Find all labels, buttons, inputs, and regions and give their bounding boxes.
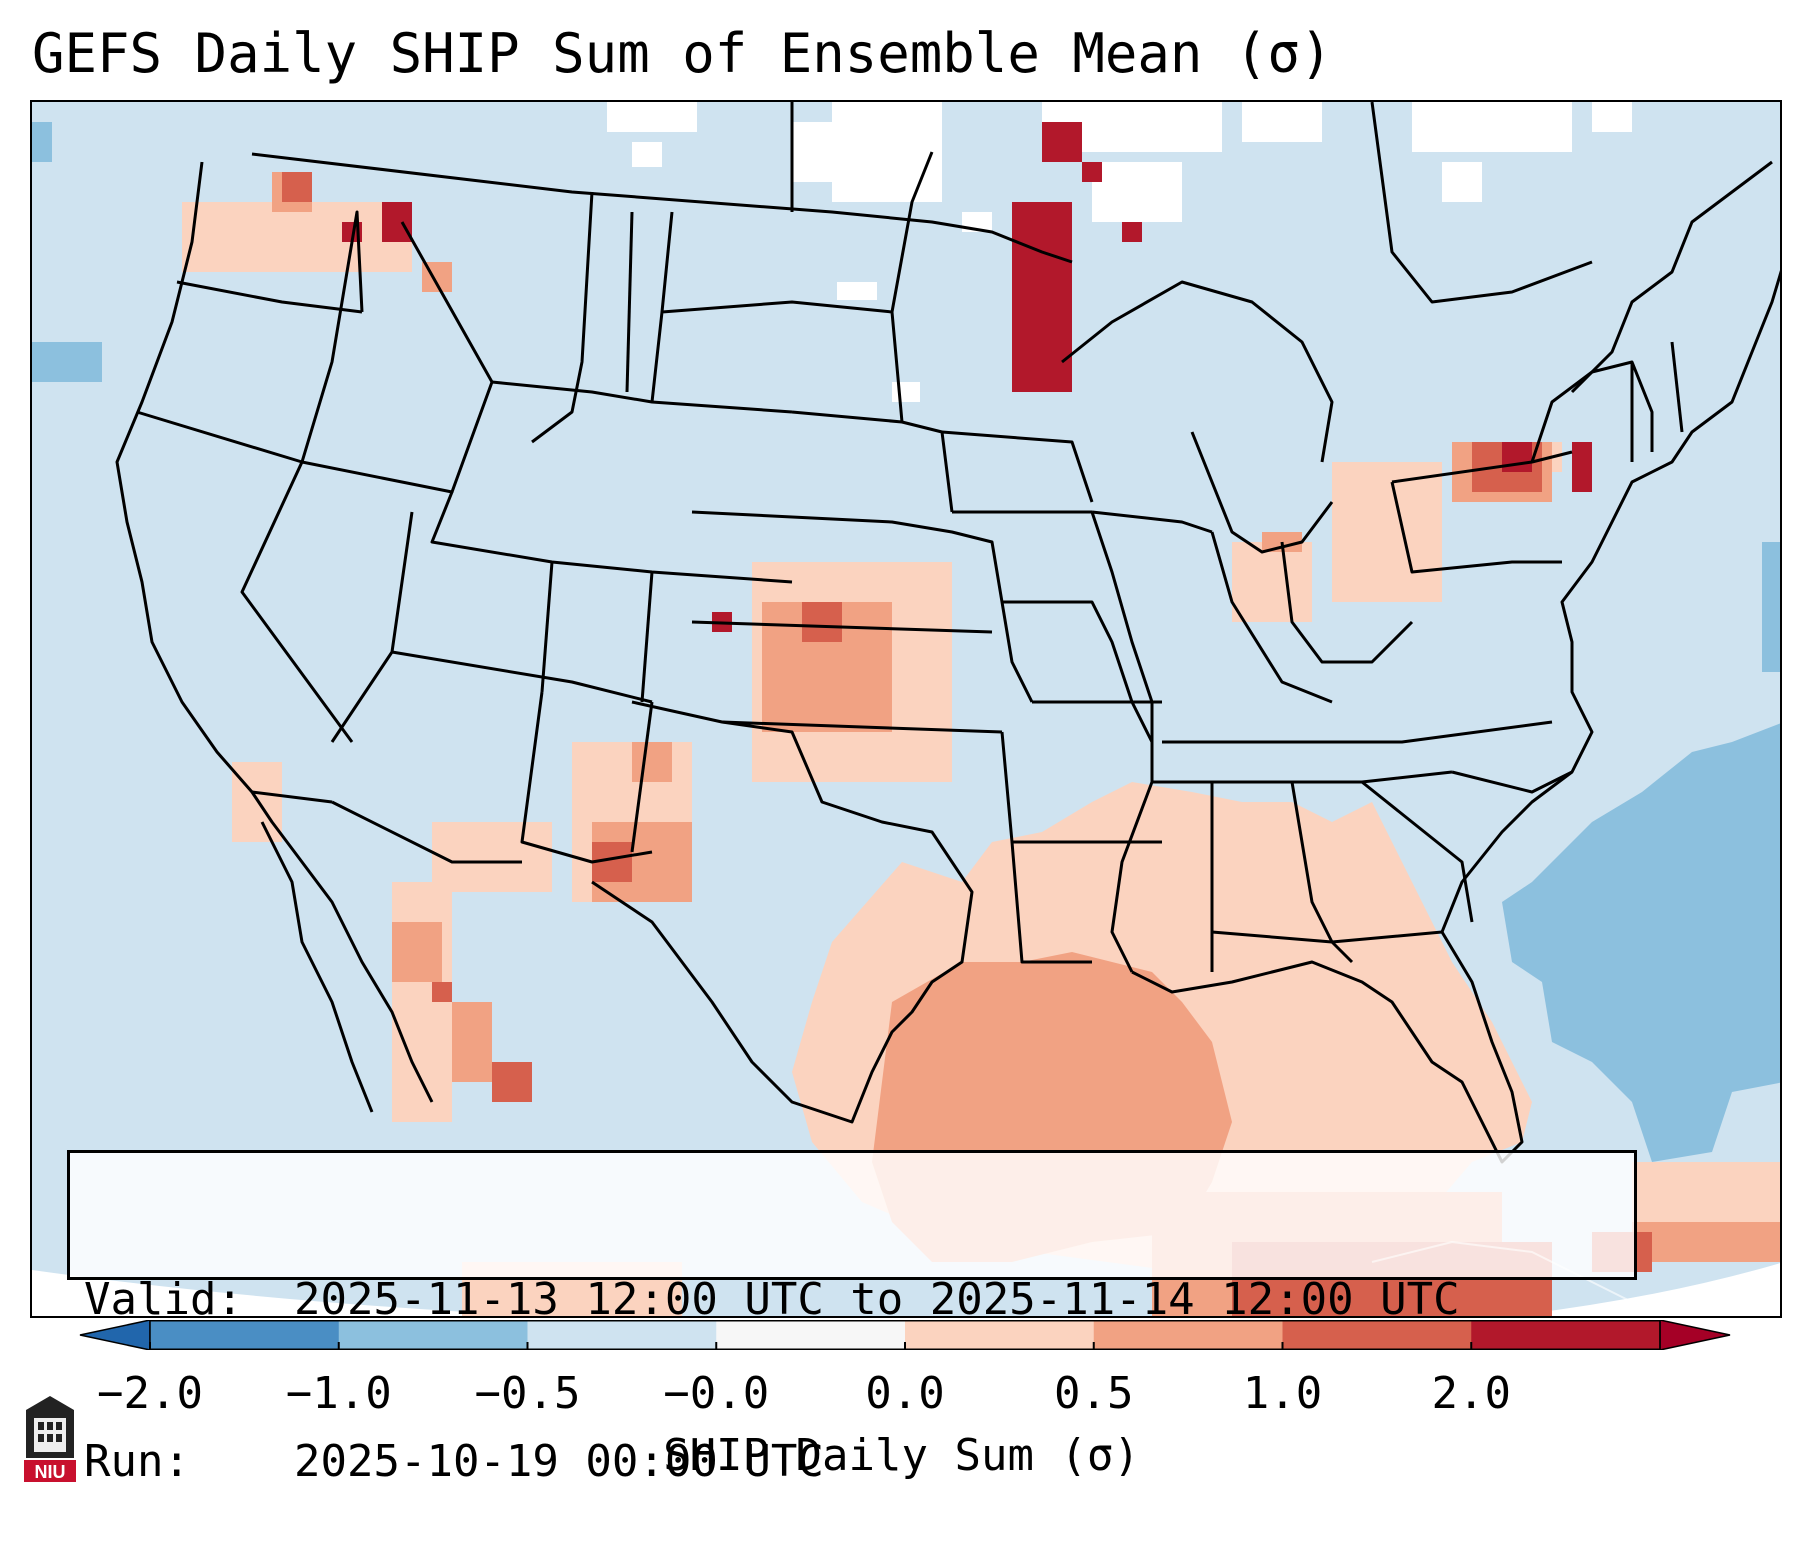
colorbar-tick-label: −0.5 xyxy=(474,1368,581,1419)
projection-corner xyxy=(32,1270,536,1316)
colorbar-tick-label: 1.0 xyxy=(1242,1368,1323,1419)
colorbar-bin xyxy=(1471,1320,1661,1350)
boundaries xyxy=(115,102,1780,1303)
atlantic-negative xyxy=(32,122,1780,1162)
colorbar-extend-low xyxy=(79,1320,151,1350)
run-row: Run: 2025-10-19 00:00 UTC xyxy=(84,1435,1634,1489)
colorbar-bin xyxy=(716,1320,906,1350)
colorbar-bin xyxy=(338,1320,528,1350)
colorbar-bin xyxy=(905,1320,1095,1350)
run-value: 2025-10-19 00:00 UTC xyxy=(294,1436,824,1487)
run-label: Run: xyxy=(84,1436,190,1487)
colorbar-tick-label: 0.0 xyxy=(865,1368,945,1419)
valid-label: Valid: xyxy=(84,1274,243,1325)
map-canvas xyxy=(32,102,1780,1316)
colorbar-tick-label: −2.0 xyxy=(97,1368,203,1419)
snow-patches xyxy=(322,102,1632,402)
projection-corner-right xyxy=(1510,1263,1780,1316)
map-title: GEFS Daily SHIP Sum of Ensemble Mean (σ) xyxy=(32,22,1333,85)
colorbar-extend-high xyxy=(1659,1320,1731,1350)
niu-logo-icon: NIU xyxy=(24,1396,76,1482)
colorbar-bin xyxy=(150,1320,340,1350)
colorbar-tick-label: 2.0 xyxy=(1431,1368,1511,1419)
valid-value: 2025-11-13 12:00 UTC to 2025-11-14 12:00… xyxy=(294,1274,1460,1325)
valid-run-info-box: Valid: 2025-11-13 12:00 UTC to 2025-11-14… xyxy=(67,1150,1637,1487)
colorbar-label: SHIP Daily Sum (σ) xyxy=(663,1430,1140,1481)
colorbar xyxy=(79,1320,1731,1350)
map-frame xyxy=(30,100,1782,1318)
colorbar-bin xyxy=(1093,1320,1283,1350)
niu-logo-text: NIU xyxy=(35,1462,66,1482)
colorbar-bin xyxy=(527,1320,717,1350)
colorbar-tick-label: −1.0 xyxy=(285,1368,392,1419)
colorbar-tick-label: −0.0 xyxy=(663,1368,770,1419)
colorbar-tick-label: 0.5 xyxy=(1054,1368,1134,1419)
valid-row: Valid: 2025-11-13 12:00 UTC to 2025-11-14… xyxy=(84,1273,1634,1327)
colorbar-bin xyxy=(1282,1320,1472,1350)
